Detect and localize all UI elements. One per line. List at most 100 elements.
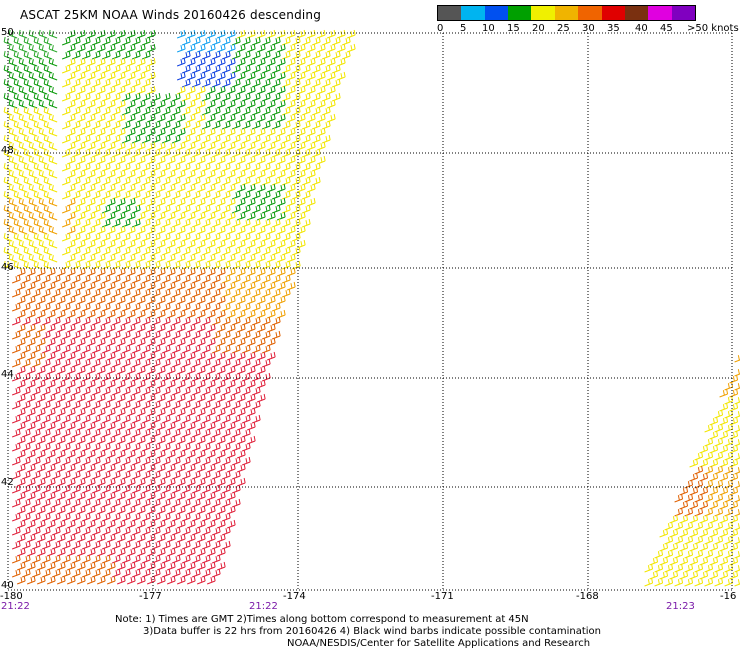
wind-barb	[734, 355, 740, 363]
wind-barb	[201, 176, 211, 186]
wind-barb	[126, 477, 136, 487]
wind-barb	[709, 528, 719, 538]
wind-barb	[301, 64, 311, 74]
wind-barb	[116, 113, 126, 123]
wind-barb	[176, 155, 186, 165]
wind-barb	[176, 85, 186, 95]
wind-barb	[664, 563, 674, 573]
wind-barb	[81, 372, 91, 382]
wind-barb	[201, 568, 211, 578]
wind-barb	[91, 148, 101, 158]
wind-barb	[21, 484, 31, 494]
time-label-middle: 21:22	[249, 601, 278, 612]
wind-barb	[216, 85, 226, 95]
wind-barb	[714, 549, 724, 559]
wind-barb	[226, 323, 236, 333]
wind-barb	[91, 162, 101, 172]
wind-barb	[116, 29, 126, 39]
wind-barb	[326, 113, 336, 123]
wind-barb	[36, 463, 46, 473]
wind-barb	[16, 421, 26, 431]
wind-barb	[644, 577, 654, 587]
wind-barb	[121, 64, 131, 74]
wind-barb	[126, 491, 136, 501]
wind-barb	[86, 323, 96, 333]
wind-barb	[211, 344, 221, 354]
wind-barb	[91, 218, 101, 228]
wind-barb	[48, 57, 58, 67]
wind-barb	[31, 274, 41, 284]
wind-barb	[156, 169, 166, 179]
wind-barb	[13, 190, 23, 200]
wind-barb	[256, 225, 266, 235]
wind-barb	[101, 190, 111, 200]
wind-barb	[141, 162, 151, 172]
wind-barb	[176, 463, 186, 473]
wind-barb	[161, 134, 171, 144]
wind-barb	[684, 521, 694, 531]
wind-barb	[21, 470, 31, 480]
wind-barb	[246, 281, 256, 291]
wind-barb	[226, 421, 236, 431]
wind-barb	[276, 57, 286, 67]
wind-barb	[101, 442, 111, 452]
wind-barb	[71, 414, 81, 424]
wind-barb	[81, 456, 91, 466]
wind-barb	[724, 493, 734, 503]
wind-barb	[276, 211, 286, 221]
wind-barb	[106, 421, 116, 431]
wind-barb	[31, 554, 41, 564]
wind-barb	[76, 463, 86, 473]
wind-barb	[86, 267, 96, 277]
wind-barb	[96, 197, 106, 207]
wind-barb	[26, 547, 36, 557]
wind-barb	[206, 337, 216, 347]
legend-label: 40	[635, 23, 648, 34]
wind-barb	[23, 190, 33, 200]
wind-barb	[116, 575, 126, 585]
wind-barb	[111, 64, 121, 74]
wind-barb	[236, 365, 246, 375]
wind-barb	[86, 225, 96, 235]
wind-barb	[191, 78, 201, 88]
wind-barb	[251, 64, 261, 74]
wind-barb	[176, 113, 186, 123]
wind-barb	[116, 309, 126, 319]
wind-barb	[111, 92, 121, 102]
wind-barb	[251, 232, 261, 242]
wind-barb	[161, 92, 171, 102]
wind-barb	[96, 85, 106, 95]
wind-barb	[156, 351, 166, 361]
wind-barb	[91, 36, 101, 46]
wind-barb	[301, 120, 311, 130]
wind-barb	[91, 330, 101, 340]
wind-barb	[101, 134, 111, 144]
wind-barb	[191, 106, 201, 116]
wind-barb	[261, 204, 271, 214]
wind-barb	[166, 379, 176, 389]
wind-barb	[71, 316, 81, 326]
wind-barb	[71, 246, 81, 256]
wind-barb	[236, 435, 246, 445]
wind-barb	[206, 295, 216, 305]
wind-barb	[266, 295, 276, 305]
wind-barb	[76, 211, 86, 221]
wind-barb	[48, 85, 58, 95]
wind-barb	[714, 465, 724, 475]
wind-barb	[236, 449, 246, 459]
wind-barb	[141, 512, 151, 522]
wind-barb	[231, 414, 241, 424]
wind-barb	[261, 316, 271, 326]
wind-barb	[186, 239, 196, 249]
wind-barb	[241, 232, 251, 242]
wind-barb	[61, 176, 71, 186]
wind-barb	[151, 134, 161, 144]
wind-barb	[43, 36, 53, 46]
wind-barb	[116, 57, 126, 67]
wind-barb	[226, 491, 236, 501]
wind-barb	[126, 127, 136, 137]
wind-barb	[734, 509, 740, 517]
wind-barb	[131, 484, 141, 494]
wind-barb	[291, 106, 301, 116]
wind-barb	[241, 120, 251, 130]
